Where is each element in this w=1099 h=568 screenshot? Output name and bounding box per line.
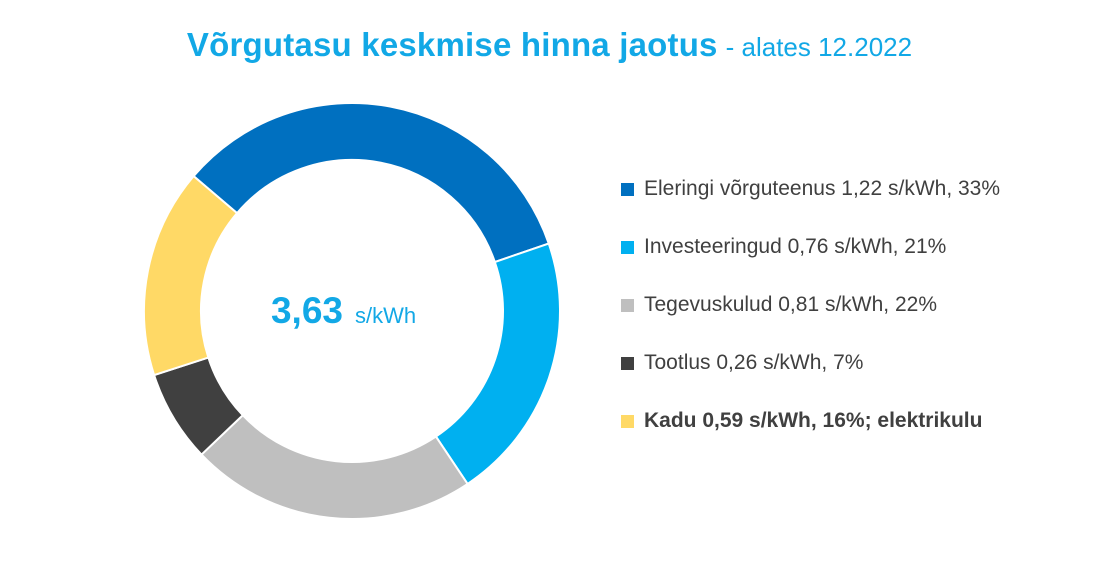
legend-label: Tegevuskulud 0,81 s/kWh, 22% [644,293,937,316]
legend: Eleringi võrguteenus 1,22 s/kWh, 33% Inve… [621,160,1091,450]
chart-title: Võrgutasu keskmise hinna jaotus - alates … [0,26,1099,64]
legend-item: Tootlus 0,26 s/kWh, 7% [621,334,1091,392]
legend-label: Investeeringud 0,76 s/kWh, 21% [644,235,947,258]
center-total-value: 3,63 [271,290,343,331]
legend-swatch [621,356,634,370]
center-total-unit: s/kWh [355,303,416,328]
legend-item: Kadu 0,59 s/kWh, 16%; elektrikulu [621,392,1091,450]
donut-slice-4 [143,174,239,377]
legend-swatch [621,240,634,254]
legend-label: Kadu 0,59 s/kWh, 16%; elektrikulu [644,409,983,432]
legend-item: Tegevuskulud 0,81 s/kWh, 22% [621,276,1091,334]
legend-label: Tootlus 0,26 s/kWh, 7% [644,351,864,374]
donut-slice-1 [434,242,561,486]
legend-swatch [621,414,634,428]
donut-slice-2 [200,413,469,520]
legend-item: Eleringi võrguteenus 1,22 s/kWh, 33% [621,160,1091,218]
donut-slice-0 [192,102,551,264]
legend-swatch [621,298,634,312]
legend-label: Eleringi võrguteenus 1,22 s/kWh, 33% [644,177,1001,200]
legend-swatch [621,182,634,196]
chart-subtitle: - alates 12.2022 [725,32,913,62]
donut-slices [143,102,561,520]
legend-item: Investeeringud 0,76 s/kWh, 21% [621,218,1091,276]
chart-title-main: Võrgutasu keskmise hinna jaotus [186,26,718,63]
